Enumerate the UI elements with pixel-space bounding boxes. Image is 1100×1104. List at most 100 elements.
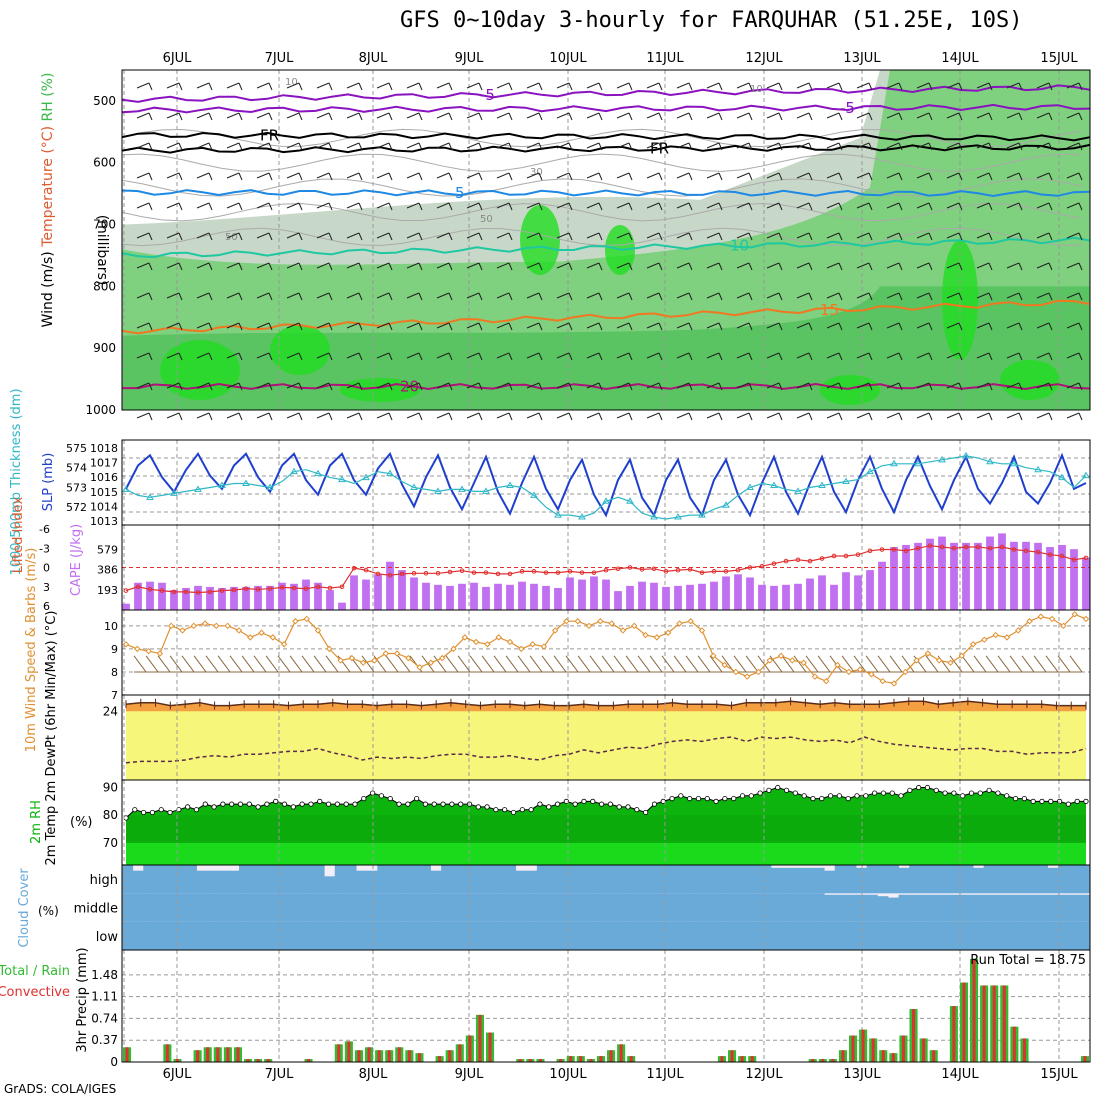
cloud-cell-middle (685, 893, 697, 922)
wind-barb (1006, 112, 1020, 119)
isotherm-line (121, 131, 1091, 142)
thickness-marker (794, 487, 802, 494)
wind-barb-flag (238, 142, 243, 151)
wind-barb-flag (748, 382, 753, 391)
wind-speed-marker (314, 627, 322, 634)
y-axis-label-temp: 2m Temp 2m DewPt (6hr Min/Max) (°C) (44, 611, 59, 866)
thickness-marker (458, 485, 466, 492)
surface-wind-barb (805, 655, 819, 673)
precip-convective-bar (377, 1050, 381, 1062)
wind-barb (586, 322, 600, 329)
surface-wind-barb (169, 655, 183, 673)
cloud-cell-low (568, 921, 580, 950)
li-marker (987, 545, 993, 551)
cloud-cell-middle (824, 894, 836, 922)
wind-barb-flag (388, 352, 393, 361)
wind-barb (286, 82, 300, 89)
cloud-cell-high (536, 865, 548, 894)
wind-barb (346, 232, 360, 239)
rh2m-marker (766, 787, 772, 793)
wind-barb (676, 322, 690, 329)
wind-barb-flag (418, 172, 423, 181)
wind-barb (586, 112, 600, 119)
li-marker (771, 561, 777, 566)
wind-barb (766, 82, 780, 89)
wind-barb (706, 172, 720, 179)
wind-barb-flag (568, 322, 573, 331)
wind-barb-flag (598, 412, 603, 421)
cloud-cell-high (930, 865, 942, 894)
li-marker (351, 565, 357, 571)
wind-barb-flag (658, 82, 663, 91)
precip-convective-bar (982, 985, 986, 1062)
wind-barb (436, 292, 450, 299)
wind-barb (376, 232, 390, 239)
y-axis-label-wind: 10m Wind Speed & Barbs (m/s) (24, 548, 39, 753)
wind-barb (166, 112, 180, 119)
wind-barb-flag (268, 232, 273, 241)
cloud-cell-high (749, 865, 761, 894)
cape-bar (374, 574, 382, 610)
wind-barb (226, 232, 240, 239)
surface-wind-barb (1009, 655, 1023, 673)
wind-barb (436, 202, 450, 209)
x-tick-label-bottom: 14JUL (941, 1067, 979, 1082)
surface-wind-barb (1033, 655, 1047, 673)
wind-barb-flag (778, 232, 783, 241)
cape-bar (422, 582, 430, 610)
wind-barb (886, 382, 900, 389)
wind-barb (286, 352, 300, 359)
rh2m-marker (625, 804, 631, 810)
wind-barb-flag (868, 232, 873, 241)
wind-barb-flag (718, 382, 723, 391)
x-tick-label-top: 14JUL (941, 51, 979, 66)
wind-barb-flag (958, 352, 963, 361)
wind-barb (346, 352, 360, 359)
cape-bar (266, 585, 274, 610)
cloud-cell-high (558, 865, 570, 894)
wind-barb (916, 112, 930, 119)
y-tick-label-wind: 7 (111, 689, 118, 702)
thickness-marker (1082, 471, 1090, 479)
li-marker (135, 584, 141, 590)
wind-barb (286, 232, 300, 239)
rh2m-marker (898, 793, 904, 799)
rh2m-marker (1021, 795, 1027, 802)
wind-barb (226, 112, 240, 119)
cloud-cell-middle (909, 894, 921, 922)
wind-barb-flag (598, 172, 603, 181)
cloud-cell-middle (675, 893, 687, 922)
wind-barb-flag (178, 112, 183, 121)
cloud-cell-high (760, 865, 772, 894)
cloud-cell-low (536, 921, 548, 950)
precip-convective-bar (619, 1044, 623, 1062)
li-marker (531, 569, 537, 574)
wind-barb-flag (268, 202, 273, 211)
cape-bar (1034, 542, 1042, 610)
wind-barb (646, 112, 660, 119)
cloud-cell-middle (1036, 894, 1048, 922)
wind-barb (856, 262, 870, 269)
wind-barb (226, 412, 240, 419)
wind-barb (586, 202, 600, 209)
cloud-cell-low (270, 921, 283, 950)
wind-barb-flag (448, 382, 453, 391)
y-tick-label-precip: 0.37 (91, 1033, 118, 1047)
wind-barb-flag (898, 202, 903, 211)
cloud-cell-low (707, 921, 719, 950)
wind-speed-marker (416, 664, 423, 671)
cloud-cell-high (302, 865, 314, 894)
wind-barb (256, 262, 270, 269)
wind-speed-marker (439, 654, 446, 662)
wind-barb (826, 412, 840, 419)
thickness-marker (890, 459, 898, 467)
wind-barb-flag (688, 232, 693, 241)
cloud-cell-high (451, 865, 463, 894)
wind-barb (976, 412, 990, 419)
rh-contour (121, 178, 1083, 197)
surface-wind-barb (961, 655, 975, 673)
cape-bar (878, 561, 886, 610)
precip-convective-bar (196, 1050, 200, 1062)
wind-barb (346, 412, 360, 419)
y-tick-label-cape: 193 (97, 584, 118, 597)
